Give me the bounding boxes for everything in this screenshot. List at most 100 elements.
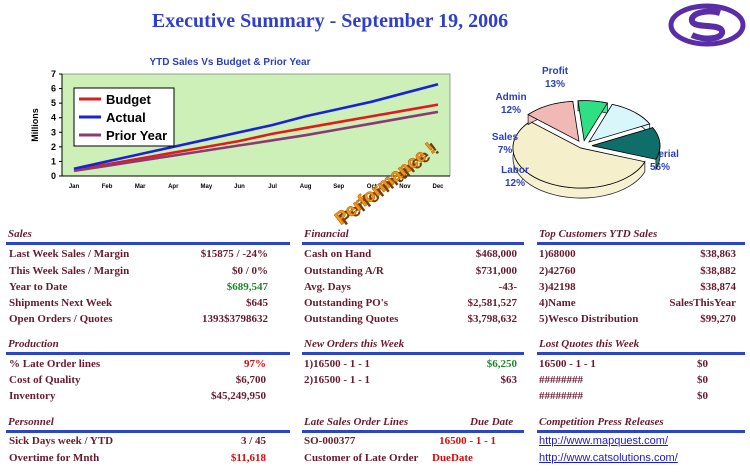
pie-percent-label: 7% [498, 145, 513, 156]
financial-row-label: Cash on Hand [304, 248, 372, 260]
press-divider [537, 430, 745, 433]
production-row-value: $45,249,950 [211, 390, 266, 402]
series-line-budget [73, 103, 439, 172]
production-divider [6, 352, 290, 355]
y-tick-label: 3 [51, 127, 56, 137]
sales-row-label: This Week Sales / Margin [9, 265, 130, 277]
customer-row-value: $38,874 [700, 281, 736, 293]
legend-label: Prior Year [106, 128, 167, 143]
pie-percent-label: 12% [505, 178, 525, 189]
production-row-label: Inventory [9, 390, 56, 402]
press-link[interactable]: http://www.mapquest.com/ [539, 435, 668, 447]
pie-percent-label: 13% [545, 79, 565, 90]
due-date-header: Due Date [470, 416, 514, 428]
customers-section-title: Top Customers YTD Sales [539, 228, 658, 240]
legend-label: Budget [106, 92, 151, 107]
x-tick-label: Feb [102, 184, 113, 190]
financial-row-label: Outstanding PO's [304, 297, 389, 309]
financial-row-label: Avg. Days [304, 281, 351, 293]
x-tick-label: Sep [333, 184, 344, 190]
financial-row-value: $3,798,632 [467, 313, 518, 325]
customer-row-label: 5)Wesco Distribution [539, 313, 639, 325]
new-order-row-label: 2)16500 - 1 - 1 [304, 374, 370, 386]
lost-quote-row-value: $0 [697, 390, 708, 402]
pie-slice-material [512, 121, 646, 189]
y-tick-label: 7 [51, 69, 56, 79]
late-order-ref: 16500 - 1 - 1 [439, 435, 496, 447]
financial-row-value: $2,581,527 [467, 297, 518, 309]
financial-section-title: Financial [304, 228, 349, 240]
x-tick-label: Jan [69, 184, 80, 190]
x-tick-label: Dec [432, 184, 444, 190]
pie-slice-sales [577, 100, 609, 142]
new-orders-section-title: New Orders this Week [304, 338, 405, 350]
sales-row-label: Shipments Next Week [9, 297, 113, 309]
late-order-due-label: DueDate [432, 452, 473, 464]
new-order-row-label: 1)16500 - 1 - 1 [304, 358, 370, 370]
sales-divider [6, 242, 290, 245]
sales-row-label: Last Week Sales / Margin [9, 248, 130, 260]
sales-row-value: $15875 / -24% [200, 248, 268, 260]
lost-quote-row-label: ######## [539, 390, 583, 402]
y-tick-label: 6 [51, 84, 56, 94]
x-tick-label: Apr [168, 184, 179, 190]
customer-row-value: SalesThisYear [669, 297, 736, 309]
x-tick-label: Oct [367, 184, 377, 190]
new-orders-divider [302, 352, 524, 355]
cost-breakdown-pie-chart: Material56%Labor12%Sales7%Admin12%Profit… [492, 66, 679, 199]
personnel-row-label: Sick Days week / YTD [9, 435, 114, 447]
pie-percent-label: 12% [501, 105, 521, 116]
pie-slice-admin [588, 103, 651, 143]
pie-label: Labor [501, 165, 529, 176]
late-sales-section-title: Late Sales Order Lines [304, 416, 409, 428]
sales-row-value: $645 [246, 297, 268, 309]
production-section-title: Production [8, 338, 59, 350]
x-tick-label: Aug [300, 184, 312, 190]
sales-row-value: 1393$3798632 [202, 313, 268, 325]
y-tick-label: 4 [51, 113, 56, 123]
late-sales-divider [302, 430, 524, 433]
series-line-prior-year [73, 110, 439, 173]
new-order-row-value: $6,250 [486, 358, 517, 370]
x-tick-label: Mar [135, 184, 146, 190]
lost-quote-row-value: $0 [697, 358, 708, 370]
sales-section-title: Sales [8, 228, 32, 240]
customer-row-label: 3)42198 [539, 281, 576, 293]
customer-row-label: 4)Name [539, 297, 576, 309]
series-line-actual [73, 82, 439, 170]
legend-label: Actual [106, 110, 146, 125]
customer-row-value: $38,882 [700, 265, 736, 277]
personnel-row-value: $11,618 [230, 452, 266, 464]
pie-label: Admin [495, 92, 526, 103]
customer-row-value: $38,863 [700, 248, 736, 260]
sales-row-value: $689,547 [226, 281, 268, 293]
lost-quotes-divider [537, 352, 745, 355]
sales-row-value: $0 / 0% [231, 265, 268, 277]
sales-row-label: Open Orders / Quotes [9, 313, 113, 325]
performance-badge: Performance ! Performance ! [331, 140, 443, 225]
late-order-number: SO-000377 [304, 435, 356, 447]
production-row-value: $6,700 [235, 374, 266, 386]
lost-quote-row-label: ######## [539, 374, 583, 386]
page-title: Executive Summary - September 19, 2006 [151, 10, 509, 32]
personnel-section-title: Personnel [8, 416, 54, 428]
performance-text: Performance ! [331, 140, 439, 225]
pie-label: Profit [542, 66, 569, 77]
customer-row-label: 1)68000 [539, 248, 576, 260]
y-tick-label: 5 [51, 98, 56, 108]
financial-row-label: Outstanding Quotes [304, 313, 399, 325]
x-tick-label: Nov [399, 184, 411, 190]
press-link[interactable]: http://www.catsolutions.com/ [539, 452, 678, 464]
pie-percent-label: 56% [650, 162, 670, 173]
financial-row-value: -43- [498, 281, 517, 293]
y-axis-label: Millions [30, 108, 40, 142]
pie-slice-profit [591, 127, 661, 160]
lost-quotes-section-title: Lost Quotes this Week [539, 338, 640, 350]
sales-row-label: Year to Date [9, 281, 68, 293]
y-tick-label: 0 [51, 171, 56, 181]
x-tick-label: Jul [268, 184, 277, 190]
production-row-label: Cost of Quality [9, 374, 81, 386]
production-row-label: % Late Order lines [9, 358, 101, 370]
customers-divider [537, 242, 745, 245]
ytd-sales-line-chart: 0 1 2 3 4 5 6 7 Jan Feb Mar Apr May Jun Jul Aug Sep Oct No… [30, 69, 451, 190]
